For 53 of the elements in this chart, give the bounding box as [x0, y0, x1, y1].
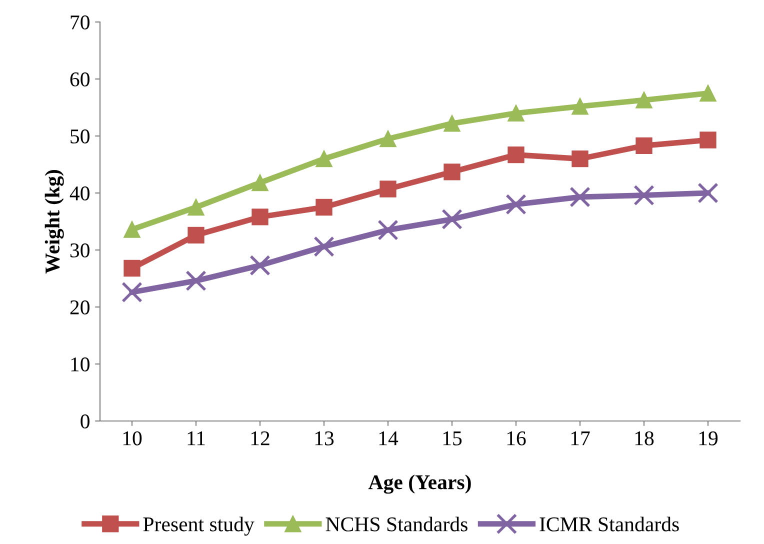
x-tick-label: 14: [379, 431, 398, 446]
point: [444, 115, 460, 132]
point: [572, 150, 588, 168]
y-tick-label: 30: [70, 243, 90, 258]
x-tick-label: 19: [699, 431, 718, 446]
point: [316, 150, 332, 168]
point: [250, 254, 270, 276]
point: [700, 84, 716, 102]
x-tick-label: 13: [315, 431, 334, 446]
y-tick-label: 0: [80, 414, 90, 428]
point: [444, 164, 460, 180]
y-tick-label: 10: [71, 357, 90, 372]
y-tick-label: 70: [70, 15, 90, 30]
point: [124, 221, 140, 238]
x-tick-label: 10: [123, 431, 142, 446]
point: [634, 184, 654, 206]
point: [636, 92, 652, 108]
legend-label: Present study: [143, 516, 254, 536]
point: [380, 180, 396, 198]
x-tick-label: 18: [635, 431, 654, 446]
x-tick-label: 15: [443, 431, 462, 446]
point: [506, 194, 526, 215]
point: [698, 182, 718, 204]
point: [186, 270, 206, 292]
x-tick-label: 17: [571, 431, 590, 446]
point: [442, 208, 462, 230]
point: [252, 174, 268, 192]
point: [378, 220, 398, 240]
legend-label: NCHS Standards: [326, 516, 468, 532]
y-tick-label: 50: [70, 129, 90, 144]
point: [570, 186, 590, 208]
point: [508, 104, 524, 122]
point: [572, 98, 588, 115]
x-tick-label: 12: [251, 431, 270, 446]
point: [314, 236, 334, 257]
point: [636, 137, 652, 154]
x-tick-label: 16: [507, 431, 526, 446]
x-tick-label: 11: [188, 431, 205, 446]
point: [316, 198, 332, 216]
point: [700, 132, 716, 148]
point: [188, 198, 204, 216]
legend-label: ICMR Standards: [540, 516, 679, 532]
point: [122, 282, 142, 303]
point: [508, 146, 524, 164]
x-axis-title: Age (Years): [368, 474, 471, 494]
point: [252, 208, 268, 226]
y-tick-label: 60: [70, 72, 90, 86]
y-tick-label: 40: [70, 186, 90, 200]
point: [124, 260, 140, 277]
y-tick-label: 20: [70, 300, 90, 314]
point: [380, 130, 396, 148]
point: [188, 226, 204, 244]
y-axis-title: Weight (kg): [44, 170, 64, 274]
